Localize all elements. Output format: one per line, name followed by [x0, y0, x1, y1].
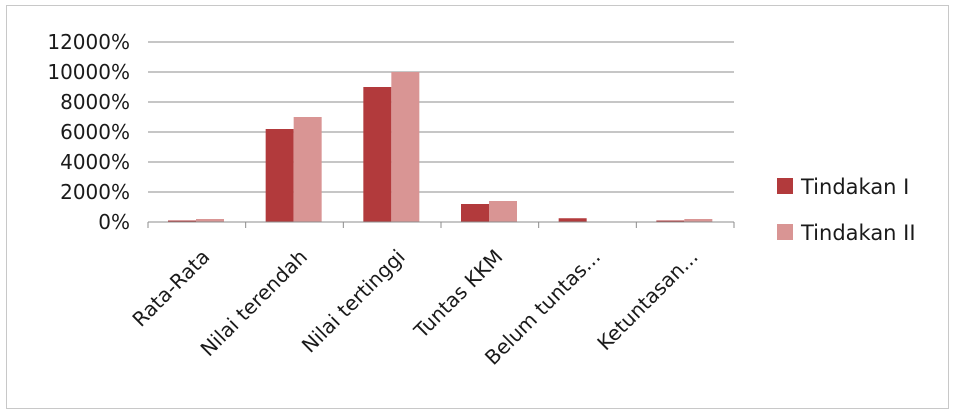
y-tick-label: 2000%: [60, 180, 130, 204]
legend-label: Tindakan II: [800, 221, 916, 245]
bar-2-6: [684, 219, 713, 222]
legend-swatch: [777, 178, 793, 194]
y-tick-label: 0%: [98, 210, 130, 234]
bar-1-1: [168, 220, 196, 222]
bar-2-4: [489, 201, 517, 222]
gridlines: [148, 41, 734, 193]
bar-2-3: [391, 72, 420, 222]
bar-1-4: [461, 204, 489, 222]
legend: Tindakan I Tindakan II: [777, 175, 916, 245]
y-tick-label: 4000%: [60, 150, 130, 174]
bar-2-1: [196, 219, 224, 222]
bar-1-3: [363, 87, 392, 222]
bars: [168, 72, 713, 222]
bar-1-5: [558, 218, 587, 222]
legend-label: Tindakan I: [800, 175, 909, 199]
y-tick-label: 8000%: [60, 90, 130, 114]
y-tick-label: 10000%: [47, 60, 130, 84]
x-axis: [147, 221, 735, 228]
y-tick-label: 6000%: [60, 120, 130, 144]
y-tick-label: 12000%: [47, 30, 130, 54]
x-category-label: Ketuntasan...: [592, 245, 702, 355]
x-category-label: Nilai tertinggi: [297, 245, 410, 358]
bar-2-2: [293, 117, 322, 222]
bar-1-2: [265, 129, 294, 222]
x-category-label: Tuntas KKM: [408, 245, 507, 344]
x-category-label: Rata-Rata: [128, 245, 215, 332]
y-axis-tick-labels: 0% 2000% 4000% 6000% 8000% 10000% 12000%: [47, 30, 130, 234]
bar-1-6: [656, 220, 685, 222]
legend-swatch: [777, 224, 793, 240]
